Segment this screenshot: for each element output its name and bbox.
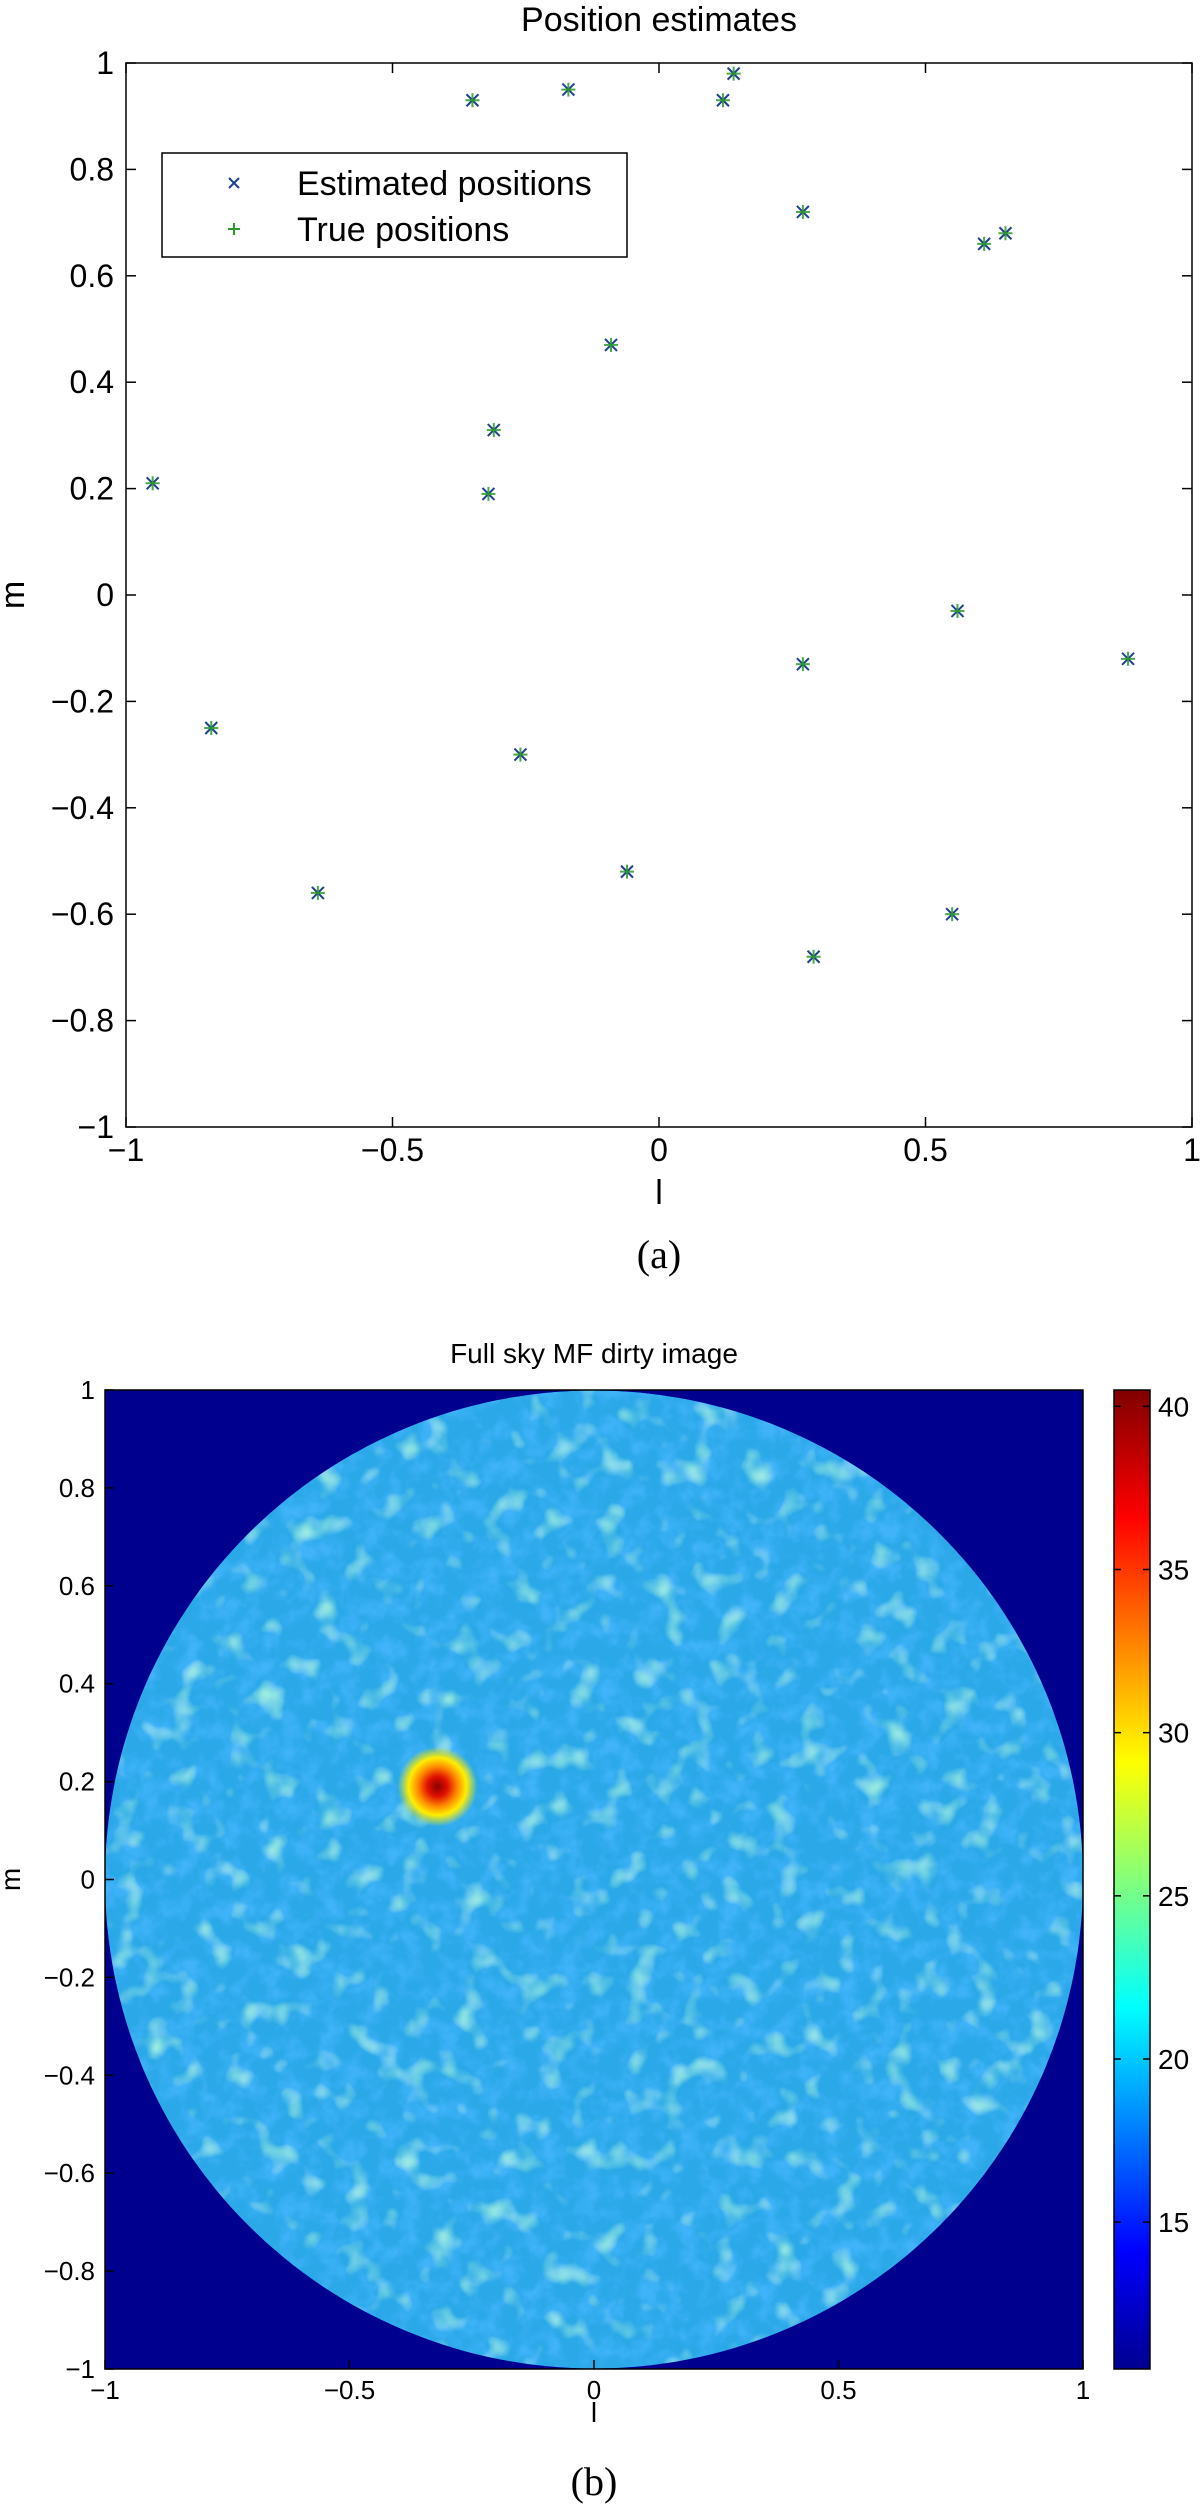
- colorbar-tick-label: 30: [1158, 1718, 1189, 1749]
- chart-title: Position estimates: [521, 1, 797, 39]
- x-tick-label: 1: [1183, 1132, 1200, 1168]
- legend: Estimated positions True positions: [161, 152, 628, 258]
- true-position-point: [715, 93, 730, 108]
- x-tick-label: 0.5: [820, 2375, 856, 2405]
- y-tick-label: −0.4: [51, 790, 114, 826]
- colorbar: 40 35 30 25 20 15: [1113, 1389, 1189, 2370]
- y-tick-label: −1: [65, 2354, 95, 2384]
- data-points: [145, 66, 1136, 964]
- caption-b: (b): [571, 2459, 618, 2504]
- x-tick-label: −0.5: [361, 1132, 424, 1168]
- axis-ticks: −1 −0.5 0 0.5 1 1 0.8 0.6 0.4 0.2 0 −0.2 −0.4 −0.6 −0.…: [51, 45, 1200, 1168]
- source-peak: [397, 1746, 478, 1827]
- y-tick-label: −0.2: [51, 683, 114, 719]
- y-tick-label: −0.4: [44, 2060, 95, 2090]
- colorbar-ticks: 40 35 30 25 20 15: [1114, 1391, 1189, 2238]
- x-tick-label: 0: [650, 1132, 668, 1168]
- scatter-chart: Position estimates −1 −0.5 0 0.5 1 1 0.8 0.6 0.4…: [0, 1, 1200, 1277]
- y-tick-label: −0.6: [51, 896, 114, 932]
- y-tick-label: −0.8: [44, 2256, 95, 2286]
- true-position-point: [726, 66, 741, 81]
- true-position-point: [204, 721, 219, 735]
- y-tick-label: 0.8: [70, 151, 114, 187]
- y-tick-label: 0.6: [59, 1571, 95, 1601]
- true-position-point: [145, 476, 160, 491]
- colorbar-tick-label: 25: [1158, 1881, 1189, 1912]
- true-position-point: [465, 93, 480, 108]
- legend-box: [161, 152, 628, 258]
- y-tick-label: 1: [96, 45, 114, 81]
- colorbar-tick-label: 15: [1158, 2207, 1189, 2238]
- x-tick-label: 0: [587, 2375, 601, 2405]
- true-position-point: [310, 885, 325, 900]
- caption-a: (a): [637, 1232, 681, 1277]
- y-tick-label: −1: [78, 1109, 114, 1145]
- y-tick-label: 0.4: [70, 364, 114, 400]
- true-position-point: [945, 907, 960, 922]
- y-tick-label: 0.8: [59, 1473, 95, 1503]
- true-position-point: [604, 337, 619, 352]
- y-tick-label: −0.6: [44, 2158, 95, 2188]
- true-position-point: [513, 747, 528, 762]
- chart-title: Full sky MF dirty image: [450, 1338, 738, 1369]
- legend-marker: [228, 223, 240, 235]
- axis-ticks: −1 −0.5 0 0.5 1 1 0.8 0.6 0.4 0.2 0 −0.2 −0.4 −0.6 −0.…: [44, 1375, 1091, 2405]
- y-axis-label: m: [0, 1868, 26, 1891]
- y-tick-label: 0.6: [70, 258, 114, 294]
- true-position-point: [795, 204, 810, 219]
- colorbar-tick-label: 20: [1158, 2044, 1189, 2075]
- true-position-point: [620, 864, 635, 879]
- true-position-point: [998, 226, 1013, 241]
- true-position-point: [481, 486, 496, 501]
- x-tick-label: −1: [90, 2375, 120, 2405]
- x-tick-label: 1: [1076, 2375, 1090, 2405]
- true-position-point: [561, 82, 576, 97]
- true-position-point: [795, 657, 810, 672]
- true-position-point: [977, 236, 992, 251]
- colorbar-tick-label: 35: [1158, 1554, 1189, 1585]
- sky-noise-texture: [105, 1390, 1083, 2369]
- y-axis-label: m: [0, 581, 32, 609]
- legend-marker: [228, 177, 240, 189]
- y-tick-label: −0.8: [51, 1003, 114, 1039]
- x-axis-label: l: [655, 1174, 663, 1212]
- x-tick-label: −0.5: [324, 2375, 375, 2405]
- x-tick-label: 0.5: [903, 1132, 947, 1168]
- colorbar-gradient: [1113, 1389, 1151, 2370]
- y-tick-label: 0: [96, 577, 114, 613]
- y-tick-label: 0.2: [70, 471, 114, 507]
- y-tick-label: −0.2: [44, 1962, 95, 1992]
- legend-entry-label: True positions: [297, 211, 509, 249]
- x-axis-label: l: [591, 2397, 597, 2428]
- legend-entry-label: Estimated positions: [297, 165, 592, 203]
- true-position-point: [1121, 651, 1136, 666]
- heatmap-chart: Full sky MF dirty image −1 −0.5 0 0.5 1 1 0.8 0…: [0, 1338, 1189, 2504]
- y-tick-label: 0.4: [59, 1669, 95, 1699]
- colorbar-tick-label: 40: [1158, 1391, 1189, 1422]
- y-tick-label: 1: [81, 1375, 95, 1405]
- true-position-point: [806, 949, 821, 964]
- true-position-point: [950, 603, 965, 618]
- y-tick-label: 0.2: [59, 1767, 95, 1797]
- y-tick-label: 0: [81, 1865, 95, 1895]
- x-tick-label: −1: [108, 1132, 144, 1168]
- true-position-point: [486, 423, 501, 438]
